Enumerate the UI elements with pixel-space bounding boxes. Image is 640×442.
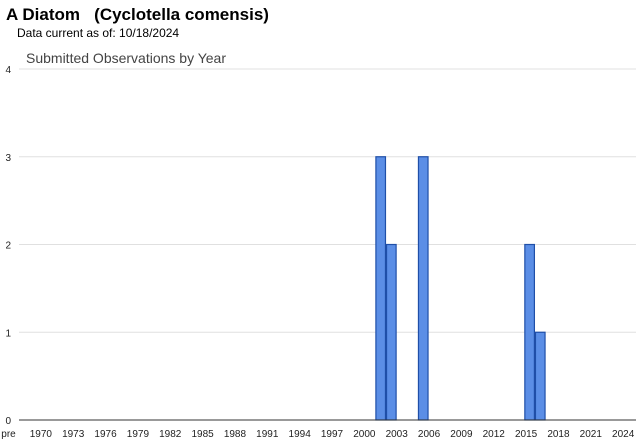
x-tick-label: 2021 [580,429,603,440]
x-tick-label: 2024 [612,429,635,440]
y-tick-label: 2 [5,241,11,252]
bar [385,243,397,421]
x-tick-label: 2000 [353,429,376,440]
data-current-label: Data current as of: 10/18/2024 [17,26,180,40]
x-tick-label: 1994 [289,429,312,440]
bar [417,156,429,421]
x-tick-label: 1988 [224,429,247,440]
x-tick-label: 1991 [256,429,279,440]
x-tick-label: 1970 [30,429,53,440]
x-tick-label: 2015 [515,429,538,440]
page-title: A Diatom (Cyclotella comensis) [6,5,269,24]
x-tick-label: 2018 [547,429,570,440]
x-tick-label: 2009 [450,429,473,440]
x-tick-label: 1985 [191,429,214,440]
bar [375,156,387,421]
x-tick-label: pre [1,429,16,440]
chart-title: Submitted Observations by Year [26,50,226,66]
y-tick-label: 0 [5,416,11,427]
y-tick-label: 1 [5,328,11,339]
x-tick-label: 1973 [62,429,85,440]
x-tick-label: 2006 [418,429,441,440]
x-tick-label: 1997 [321,429,344,440]
y-tick-label: 4 [5,65,11,76]
bar [524,243,536,421]
y-tick-label: 3 [5,153,11,164]
bar [534,331,546,421]
x-tick-label: 1982 [159,429,182,440]
x-tick-label: 2003 [386,429,409,440]
x-tick-label: 1979 [127,429,150,440]
x-tick-label: 1976 [94,429,117,440]
x-tick-label: 2012 [483,429,506,440]
